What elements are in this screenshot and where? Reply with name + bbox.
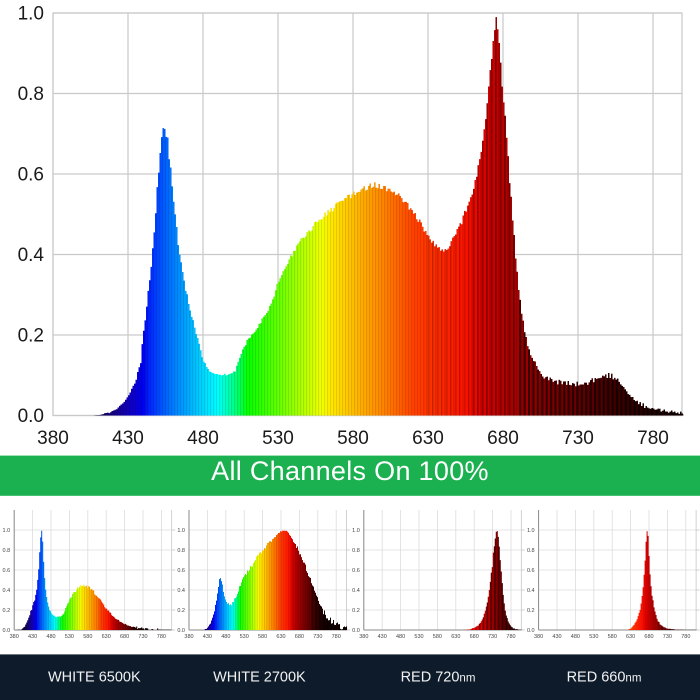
svg-text:780: 780 bbox=[637, 428, 669, 449]
svg-text:1.0: 1.0 bbox=[352, 528, 360, 534]
svg-text:580: 580 bbox=[337, 428, 369, 449]
svg-text:0.8: 0.8 bbox=[527, 548, 535, 554]
svg-text:0.4: 0.4 bbox=[352, 588, 360, 594]
svg-text:630: 630 bbox=[276, 634, 285, 640]
svg-text:1.0: 1.0 bbox=[527, 528, 535, 534]
svg-text:0.6: 0.6 bbox=[18, 165, 44, 186]
svg-text:RED 660nm: RED 660nm bbox=[567, 670, 642, 686]
svg-text:380: 380 bbox=[184, 634, 193, 640]
svg-text:0.2: 0.2 bbox=[177, 608, 185, 614]
svg-text:680: 680 bbox=[644, 634, 653, 640]
svg-text:0.2: 0.2 bbox=[352, 608, 360, 614]
svg-text:0.2: 0.2 bbox=[18, 326, 44, 347]
svg-text:530: 530 bbox=[240, 634, 249, 640]
svg-text:0.0: 0.0 bbox=[18, 406, 44, 427]
svg-text:430: 430 bbox=[203, 634, 212, 640]
svg-text:380: 380 bbox=[534, 634, 543, 640]
svg-text:0.4: 0.4 bbox=[527, 588, 535, 594]
svg-text:430: 430 bbox=[552, 634, 561, 640]
svg-text:380: 380 bbox=[37, 428, 69, 449]
svg-text:780: 780 bbox=[506, 634, 515, 640]
svg-text:RED 720nm: RED 720nm bbox=[401, 670, 476, 686]
svg-text:1.0: 1.0 bbox=[3, 528, 11, 534]
svg-text:0.6: 0.6 bbox=[177, 568, 185, 574]
svg-text:630: 630 bbox=[412, 428, 444, 449]
svg-text:0.6: 0.6 bbox=[527, 568, 535, 574]
svg-text:530: 530 bbox=[589, 634, 598, 640]
svg-text:WHITE 2700K: WHITE 2700K bbox=[213, 670, 306, 686]
svg-text:0.8: 0.8 bbox=[177, 548, 185, 554]
svg-text:0.2: 0.2 bbox=[3, 608, 11, 614]
svg-text:430: 430 bbox=[112, 428, 144, 449]
svg-text:630: 630 bbox=[451, 634, 460, 640]
svg-text:680: 680 bbox=[487, 428, 519, 449]
svg-text:580: 580 bbox=[433, 634, 442, 640]
svg-text:630: 630 bbox=[626, 634, 635, 640]
svg-text:0.0: 0.0 bbox=[3, 628, 11, 634]
svg-text:WHITE 6500K: WHITE 6500K bbox=[48, 670, 141, 686]
svg-text:580: 580 bbox=[258, 634, 267, 640]
svg-text:480: 480 bbox=[571, 634, 580, 640]
svg-text:580: 580 bbox=[83, 634, 92, 640]
svg-text:680: 680 bbox=[295, 634, 304, 640]
svg-text:0.8: 0.8 bbox=[3, 548, 11, 554]
svg-text:0.8: 0.8 bbox=[18, 84, 44, 105]
svg-text:530: 530 bbox=[65, 634, 74, 640]
svg-text:0.0: 0.0 bbox=[527, 628, 535, 634]
svg-text:780: 780 bbox=[681, 634, 690, 640]
svg-text:1.0: 1.0 bbox=[177, 528, 185, 534]
svg-text:730: 730 bbox=[663, 634, 672, 640]
svg-text:480: 480 bbox=[187, 428, 219, 449]
svg-text:730: 730 bbox=[313, 634, 322, 640]
svg-text:1.0: 1.0 bbox=[18, 4, 44, 25]
svg-text:0.2: 0.2 bbox=[527, 608, 535, 614]
svg-text:780: 780 bbox=[332, 634, 341, 640]
svg-text:580: 580 bbox=[608, 634, 617, 640]
svg-text:480: 480 bbox=[396, 634, 405, 640]
svg-text:0.6: 0.6 bbox=[352, 568, 360, 574]
svg-text:0.4: 0.4 bbox=[177, 588, 185, 594]
svg-text:630: 630 bbox=[102, 634, 111, 640]
svg-text:480: 480 bbox=[46, 634, 55, 640]
svg-text:680: 680 bbox=[120, 634, 129, 640]
svg-text:680: 680 bbox=[470, 634, 479, 640]
svg-text:380: 380 bbox=[10, 634, 19, 640]
svg-text:730: 730 bbox=[138, 634, 147, 640]
svg-text:0.8: 0.8 bbox=[352, 548, 360, 554]
svg-text:0.6: 0.6 bbox=[3, 568, 11, 574]
svg-text:380: 380 bbox=[359, 634, 368, 640]
svg-text:0.4: 0.4 bbox=[18, 245, 45, 266]
svg-text:530: 530 bbox=[414, 634, 423, 640]
svg-text:0.0: 0.0 bbox=[177, 628, 185, 634]
svg-text:430: 430 bbox=[378, 634, 387, 640]
svg-text:All Channels On 100%: All Channels On 100% bbox=[211, 456, 489, 486]
svg-text:730: 730 bbox=[488, 634, 497, 640]
svg-text:430: 430 bbox=[28, 634, 37, 640]
svg-text:0.4: 0.4 bbox=[3, 588, 11, 594]
svg-text:480: 480 bbox=[221, 634, 230, 640]
svg-text:530: 530 bbox=[262, 428, 294, 449]
svg-text:780: 780 bbox=[157, 634, 166, 640]
svg-text:0.0: 0.0 bbox=[352, 628, 360, 634]
svg-text:730: 730 bbox=[562, 428, 594, 449]
